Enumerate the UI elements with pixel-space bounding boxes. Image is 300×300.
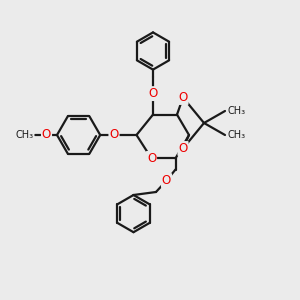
Text: O: O bbox=[162, 174, 171, 187]
Text: O: O bbox=[147, 152, 156, 165]
Text: O: O bbox=[148, 87, 158, 100]
Text: CH₃: CH₃ bbox=[16, 130, 34, 140]
Text: O: O bbox=[110, 128, 118, 142]
Text: CH₃: CH₃ bbox=[227, 106, 245, 116]
Text: O: O bbox=[178, 91, 188, 104]
Text: CH₃: CH₃ bbox=[227, 130, 245, 140]
Text: O: O bbox=[178, 142, 188, 155]
Text: O: O bbox=[42, 128, 51, 142]
